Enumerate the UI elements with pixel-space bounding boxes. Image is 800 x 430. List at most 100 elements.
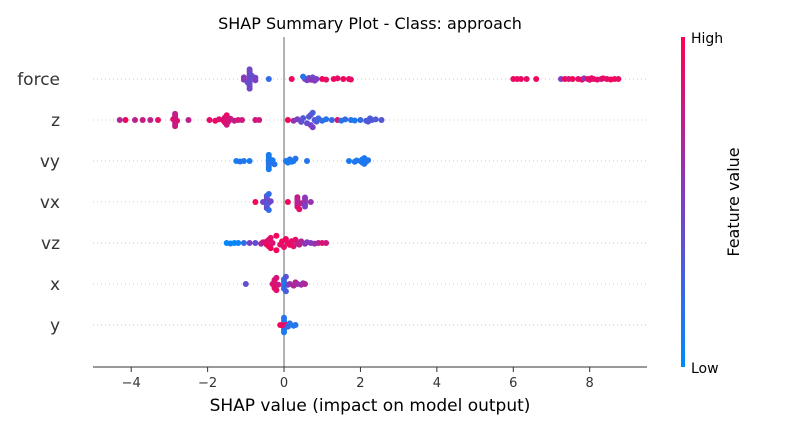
x-tick-label: 0 <box>280 376 288 391</box>
shap-point-z <box>378 117 385 123</box>
shap-point-vx <box>265 191 272 197</box>
x-tick-label: −4 <box>122 376 141 391</box>
shap-point-vx <box>294 194 301 201</box>
x-tick-label: 8 <box>586 376 594 391</box>
feature-label-vy: vy <box>40 152 60 172</box>
shap-point-vx <box>284 199 291 205</box>
shap-point-vz <box>273 232 280 239</box>
shap-point-force <box>313 76 320 82</box>
points-layer <box>116 66 622 336</box>
shap-point-force <box>300 73 307 80</box>
shap-point-vy <box>292 155 299 162</box>
shap-point-vx <box>296 206 303 213</box>
x-tick-label: 2 <box>356 376 364 391</box>
colorbar-low-label: Low <box>691 361 719 377</box>
shap-point-force <box>240 74 247 81</box>
shap-point-vz <box>267 245 274 252</box>
shap-point-x <box>282 288 289 295</box>
shap-point-vz <box>281 244 287 250</box>
shap-point-force <box>615 76 622 82</box>
shap-point-z <box>132 117 138 123</box>
x-tick-label: −2 <box>198 376 217 391</box>
shap-point-z <box>206 117 213 123</box>
shap-point-z <box>155 117 161 123</box>
shap-point-vz <box>273 247 280 254</box>
shap-point-force <box>265 76 272 82</box>
shap-point-z <box>185 117 192 123</box>
shap-point-vy <box>271 161 278 168</box>
x-axis-label: SHAP value (impact on model output) <box>210 396 531 416</box>
feature-label-force: force <box>17 70 60 90</box>
shap-point-x <box>282 273 289 280</box>
shap-point-vz <box>267 234 274 241</box>
shap-point-x <box>273 274 280 281</box>
feature-label-vx: vx <box>40 193 60 213</box>
shap-point-force <box>323 76 330 83</box>
shap-point-force <box>517 76 524 82</box>
colorbar-title: Feature value <box>724 147 743 256</box>
feature-label-x: x <box>50 275 60 295</box>
shap-point-force <box>244 79 251 86</box>
shap-point-x <box>273 287 280 294</box>
shap-point-z <box>239 117 245 123</box>
shap-point-z <box>284 117 291 123</box>
shap-point-force <box>340 76 347 82</box>
shap-point-vx <box>302 203 308 210</box>
shap-point-z <box>309 124 316 131</box>
shap-point-z <box>172 110 179 117</box>
shap-point-vx <box>252 199 259 205</box>
shap-point-vz <box>246 240 253 246</box>
shap-point-vz <box>235 240 242 246</box>
shap-point-force <box>523 76 530 82</box>
shap-point-z <box>323 116 330 123</box>
shap-point-vx <box>265 207 272 213</box>
feature-label-z: z <box>51 111 60 131</box>
shap-point-y <box>281 329 287 336</box>
shap-point-vz <box>240 240 247 246</box>
shap-point-y <box>292 322 299 328</box>
shap-point-force <box>334 75 341 82</box>
x-tick-label: 6 <box>509 376 517 391</box>
shap-point-z <box>147 117 154 123</box>
shap-point-z <box>139 117 146 123</box>
shap-point-vz <box>252 240 259 246</box>
shap-point-vy <box>240 158 247 164</box>
x-tick-label: 4 <box>433 376 441 391</box>
shap-point-vz <box>269 240 276 246</box>
shap-point-force <box>533 76 540 82</box>
shap-point-z <box>342 116 349 123</box>
shap-point-vy <box>265 166 272 173</box>
shap-point-z <box>223 112 230 119</box>
shap-point-force <box>347 76 354 83</box>
shap-point-vy <box>346 158 352 164</box>
shap-point-z <box>122 117 129 123</box>
shap-point-force <box>288 76 295 82</box>
shap-point-x <box>275 281 282 288</box>
shap-point-x <box>302 281 308 287</box>
shap-point-vx <box>302 194 308 201</box>
shap-point-vy <box>246 158 253 164</box>
shap-point-vy <box>365 157 372 164</box>
shap-point-z <box>357 117 364 123</box>
shap-point-z <box>300 115 307 122</box>
shap-point-force <box>246 85 253 92</box>
shap-point-force <box>246 66 253 73</box>
shap-point-z <box>170 116 177 123</box>
feature-label-vz: vz <box>41 234 60 254</box>
shap-point-y <box>281 314 287 321</box>
shap-point-force <box>248 72 255 79</box>
shap-point-vx <box>267 198 274 205</box>
shap-point-z <box>351 117 358 124</box>
shap-point-z <box>172 123 179 130</box>
shap-point-y <box>277 322 284 328</box>
shap-point-vx <box>307 199 314 205</box>
feature-label-y: y <box>50 316 60 336</box>
shap-point-z <box>256 117 263 123</box>
shap-point-z <box>309 109 316 116</box>
shap-point-force <box>569 76 576 82</box>
colorbar <box>681 37 685 367</box>
feature-labels: force z vy vx vz x y <box>17 70 60 336</box>
shap-point-vz <box>323 240 330 246</box>
colorbar-high-label: High <box>691 31 723 47</box>
